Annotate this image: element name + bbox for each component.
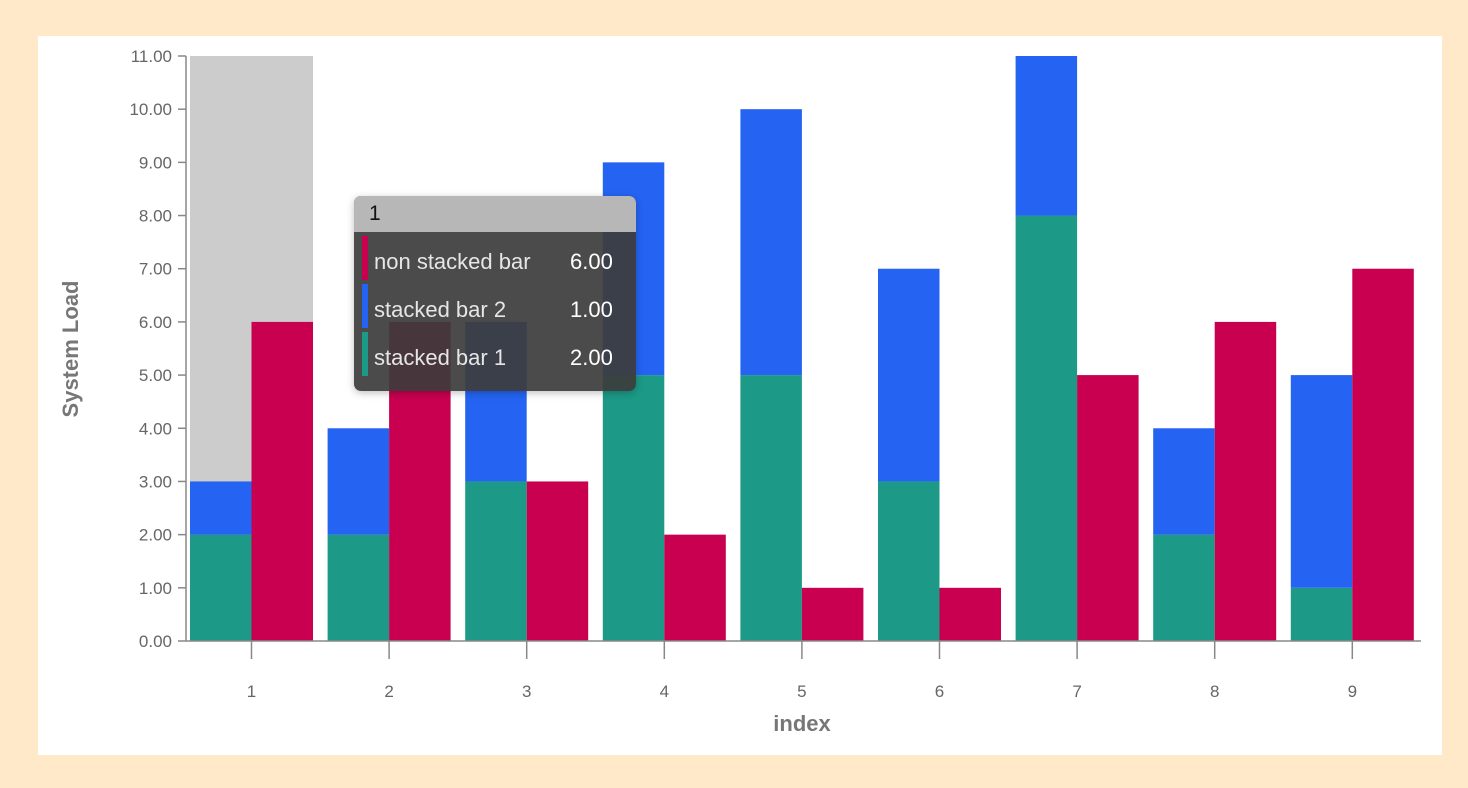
x-tick-label: 9 (1348, 682, 1357, 701)
x-tick-label: 2 (384, 682, 393, 701)
tooltip-row: stacked bar 1 2.00 (354, 328, 636, 376)
x-tick-label: 4 (660, 682, 669, 701)
tooltip: 1 non stacked bar 6.00 stacked bar 2 1.0… (354, 196, 636, 391)
x-tick-label: 1 (247, 682, 256, 701)
tooltip-series-value: 2.00 (570, 345, 613, 370)
bar-non-stacked-7 (1077, 375, 1139, 641)
y-tick-label: 8.00 (139, 207, 172, 226)
bar-stacked-2-5 (740, 109, 802, 376)
y-tick-label: 6.00 (139, 313, 172, 332)
tooltip-title: 1 (354, 196, 636, 232)
y-tick-label: 1.00 (139, 579, 172, 598)
bar-non-stacked-8 (1214, 321, 1277, 641)
tooltip-swatch (362, 284, 368, 328)
y-tick-label: 2.00 (139, 526, 172, 545)
bar-stacked-1-3 (465, 481, 527, 641)
tooltip-row: stacked bar 2 1.00 (354, 280, 636, 328)
tooltip-series-name: non stacked bar (374, 249, 531, 274)
bar-stacked-2-1 (190, 481, 252, 535)
bar-non-stacked-4 (664, 534, 726, 641)
bar-non-stacked-9 (1352, 268, 1414, 641)
bar-non-stacked-6 (939, 587, 1001, 641)
bar-stacked-1-5 (740, 375, 802, 641)
bar-stacked-1-1 (190, 534, 252, 641)
bar-stacked-1-6 (878, 481, 940, 641)
tooltip-series-value: 1.00 (570, 297, 613, 322)
x-tick-label: 8 (1210, 682, 1219, 701)
y-tick-label: 7.00 (139, 260, 172, 279)
axes-layer: 0.00 1.00 2.00 3.00 4.00 5.00 6.00 7.00 8.00 9.00… (129, 47, 1421, 701)
tooltip-swatch (362, 236, 368, 280)
y-tick-label: 9.00 (139, 153, 172, 172)
tooltip-swatch (362, 332, 368, 376)
y-axis-title: System Load (58, 281, 83, 418)
bar-stacked-1-9 (1290, 587, 1353, 641)
tooltip-series-name: stacked bar 1 (374, 345, 507, 370)
bar-stacked-1-2 (327, 534, 390, 641)
bar-stacked-2-8 (1153, 428, 1215, 535)
x-tick-label: 3 (522, 682, 531, 701)
x-tick-label: 5 (797, 682, 806, 701)
y-tick-label: 4.00 (139, 419, 172, 438)
x-tick-label: 7 (1072, 682, 1081, 701)
y-tick-label: 10.00 (129, 100, 172, 119)
y-tick-label: 0.00 (139, 632, 172, 651)
bar-stacked-1-7 (1015, 215, 1078, 641)
bar-stacked-2-9 (1290, 375, 1353, 588)
y-tick-label: 5.00 (139, 366, 172, 385)
bar-non-stacked-5 (801, 587, 864, 641)
bar-stacked-1-8 (1153, 534, 1215, 641)
bar-stacked-2-7 (1015, 56, 1078, 216)
y-tick-label: 3.00 (139, 472, 172, 491)
tooltip-row: non stacked bar 6.00 (354, 232, 636, 280)
bar-non-stacked-3 (526, 481, 589, 641)
bar-non-stacked-1 (251, 321, 313, 641)
bar-stacked-2-2 (327, 428, 390, 535)
x-tick-label: 6 (935, 682, 944, 701)
tooltip-series-value: 6.00 (570, 249, 613, 274)
x-axis-title: index (773, 711, 831, 736)
bar-stacked-1-4 (602, 375, 665, 641)
tooltip-series-name: stacked bar 2 (374, 297, 507, 322)
bar-stacked-2-6 (878, 268, 940, 482)
y-tick-label: 11.00 (131, 47, 172, 66)
